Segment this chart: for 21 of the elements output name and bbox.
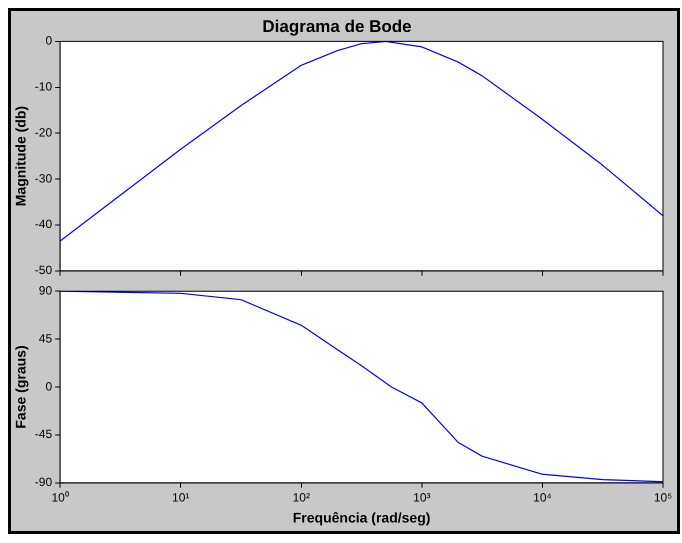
y-tick-label: 0: [45, 379, 52, 394]
x-tick-label: 10⁴: [533, 490, 552, 504]
y-tick-label: -30: [34, 171, 52, 186]
y-tick-label: 90: [38, 284, 52, 298]
x-tick-label: 10⁰: [51, 490, 69, 504]
x-tick-label: 10¹: [172, 490, 190, 504]
chart-title: Diagrama de Bode: [262, 16, 412, 36]
y-tick-label: -20: [34, 125, 52, 140]
x-tick-label: 10⁵: [654, 490, 672, 504]
y-tick-label: 0: [45, 34, 52, 48]
y-axis-title: Fase (graus): [12, 345, 28, 429]
y-tick-label: -90: [34, 475, 52, 490]
x-tick-label: 10²: [292, 490, 310, 504]
y-tick-label: -50: [34, 263, 52, 278]
y-tick-label: 45: [38, 331, 52, 346]
y-tick-label: -40: [34, 217, 52, 232]
y-tick-label: -10: [34, 80, 52, 94]
y-tick-label: -45: [34, 427, 52, 442]
x-axis-title: Frequência (rad/seg): [292, 509, 430, 526]
x-tick-label: 10³: [413, 490, 431, 504]
y-axis-title: Magnitude (db): [12, 106, 28, 206]
